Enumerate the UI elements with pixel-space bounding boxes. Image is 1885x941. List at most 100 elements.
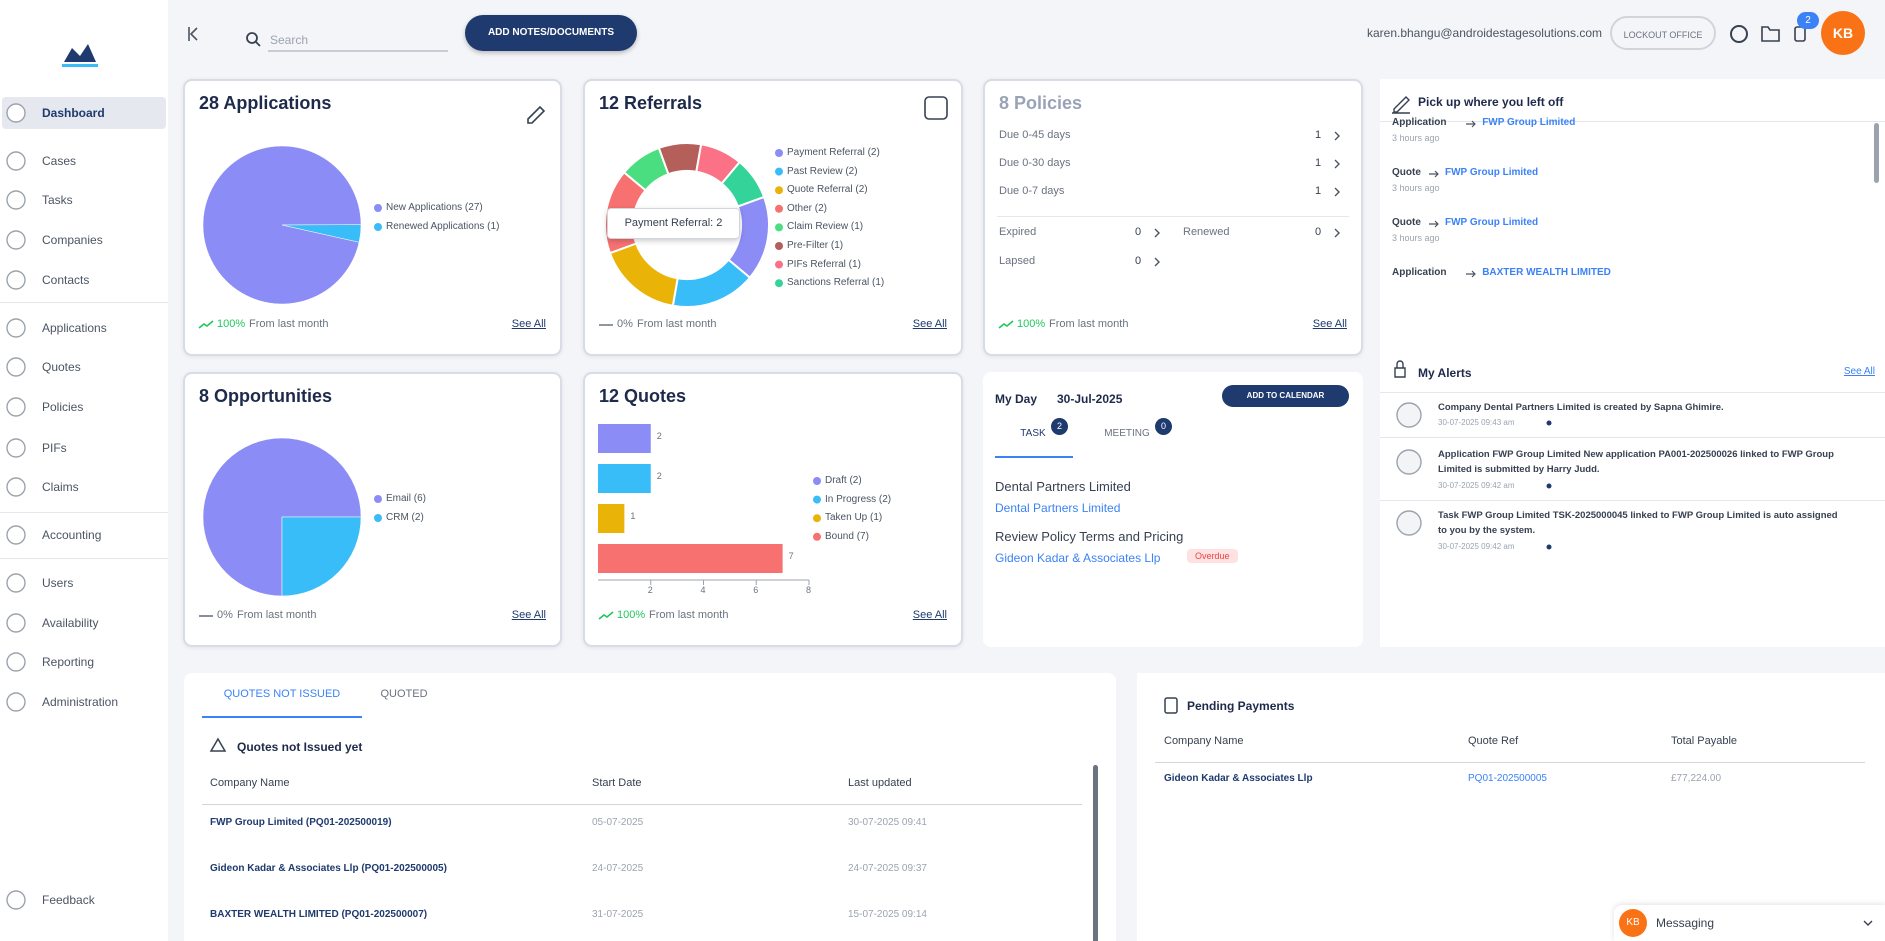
arrow-icon <box>1466 120 1477 128</box>
recent-link[interactable]: BAXTER WEALTH LIMITED <box>1482 267 1611 278</box>
tab[interactable]: TASK <box>1020 428 1046 439</box>
legend-label: Sanctions Referral (1) <box>787 277 885 289</box>
divider <box>1380 121 1885 122</box>
policy-due-count: 1 <box>1315 185 1322 197</box>
see-all-link[interactable]: See All <box>912 609 947 621</box>
see-all-link[interactable]: See All <box>1312 318 1347 330</box>
graphic <box>202 437 362 597</box>
legend-label: Past Review (2) <box>787 165 858 177</box>
recent-link[interactable]: FWP Group Limited <box>1445 217 1539 228</box>
nav-item[interactable]: Applications <box>42 321 107 335</box>
nav-item[interactable]: Companies <box>42 233 103 247</box>
nav-divider <box>0 302 168 303</box>
calendar-button[interactable]: ADD TO CALENDAR <box>1222 385 1349 407</box>
table-tab[interactable]: QUOTES NOT ISSUED <box>223 688 341 700</box>
graphic <box>1396 402 1422 428</box>
legend-swatch <box>775 204 783 213</box>
graphic <box>1396 510 1422 536</box>
nav-item[interactable]: Cases <box>42 154 77 168</box>
graphic <box>1466 120 1477 128</box>
nav-item[interactable]: PIFs <box>42 441 67 455</box>
pie-slice <box>608 242 679 307</box>
chevron-icon <box>1334 131 1340 141</box>
trend-value: 0% <box>617 318 633 330</box>
graphic <box>1466 270 1477 278</box>
messaging-avatar: KB <box>1619 909 1647 937</box>
graphic <box>6 397 26 417</box>
see-all-link[interactable]: See All <box>912 318 947 330</box>
recent-type: Application <box>1392 117 1447 128</box>
graphic <box>6 270 26 290</box>
see-all-link[interactable]: See All <box>511 609 546 621</box>
company-link[interactable]: Gideon Kadar & Associates Llp (PQ01-2025… <box>210 863 447 874</box>
table-cell: 24-07-2025 09:37 <box>848 863 927 874</box>
nav-item[interactable]: Claims <box>42 480 79 494</box>
alerts-see-all[interactable]: See All <box>1843 366 1875 377</box>
company-link[interactable]: FWP Group Limited (PQ01-202500019) <box>210 817 392 828</box>
sidebar: Dashboard Cases Tasks Companies Contacts Appl… <box>0 0 168 941</box>
nav-icon <box>6 270 26 290</box>
recent-link[interactable]: FWP Group Limited <box>1445 167 1539 178</box>
add-notes-button[interactable]: ADD NOTES/DOCUMENTS <box>465 15 637 51</box>
policy-due-label: Due 0-7 days <box>999 185 1065 197</box>
nav-item[interactable]: Tasks <box>42 193 73 207</box>
nav-item[interactable]: Contacts <box>42 273 90 287</box>
graphic <box>924 96 948 120</box>
nav-item[interactable]: Accounting <box>42 528 102 542</box>
nav-item[interactable]: Dashboard <box>42 106 105 120</box>
legend-swatch <box>813 495 821 504</box>
logo-bar <box>62 64 98 67</box>
messaging-widget[interactable]: KB Messaging <box>1614 905 1885 941</box>
nav-item[interactable]: Users <box>42 576 74 590</box>
legend-label: Renewed Applications (1) <box>386 221 500 232</box>
trend-label: From last month <box>1049 318 1129 330</box>
legend-label: Draft (2) <box>825 475 862 486</box>
pie-slice <box>281 516 362 597</box>
graphic <box>6 151 26 171</box>
tab[interactable]: MEETING <box>1104 428 1150 439</box>
nav-item[interactable]: Quotes <box>42 360 81 374</box>
nav-icon <box>6 151 26 171</box>
expand-chevron <box>1863 920 1873 926</box>
feedback-link[interactable]: Feedback <box>42 893 95 907</box>
lockout-button[interactable]: LOCKOUT OFFICE <box>1610 16 1716 50</box>
scrollbar <box>1093 765 1098 941</box>
search-input[interactable]: Search <box>270 33 309 47</box>
trend-icon <box>198 320 214 329</box>
company-link[interactable]: Gideon Kadar & Associates Llp <box>1164 773 1313 784</box>
graphic <box>1546 483 1552 489</box>
table-cell: 15-07-2025 09:14 <box>848 909 927 920</box>
table-subtitle: Quotes not Issued yet <box>237 740 363 754</box>
nav-item[interactable]: Reporting <box>42 655 95 669</box>
legend-label: Claim Review (1) <box>787 221 864 233</box>
nav-item[interactable]: Availability <box>42 616 99 630</box>
bell-icon <box>1794 26 1806 42</box>
nav-item[interactable]: Administration <box>42 695 119 709</box>
see-all-link[interactable]: See All <box>511 318 546 330</box>
divider <box>1380 437 1885 438</box>
company-link[interactable]: BAXTER WEALTH LIMITED (PQ01-202500007) <box>210 909 428 920</box>
nav-icon <box>6 613 26 633</box>
nav-divider <box>0 558 168 559</box>
table-cell[interactable]: PQ01-202500005 <box>1468 773 1547 784</box>
pie-slice <box>720 160 766 208</box>
graphic <box>1334 159 1340 169</box>
graphic <box>6 103 26 123</box>
task-link[interactable]: Gideon Kadar & Associates Llp <box>995 551 1161 565</box>
divider <box>1380 500 1885 501</box>
nav-item[interactable]: Policies <box>42 400 84 414</box>
graphic <box>6 357 26 377</box>
graphic <box>6 652 26 672</box>
alert-date: 30-07-2025 09:42 am <box>1438 542 1515 551</box>
recent-link[interactable]: FWP Group Limited <box>1482 117 1576 128</box>
graphic <box>6 573 26 593</box>
bar-value-label: 2 <box>656 431 662 441</box>
graphic <box>1334 131 1340 141</box>
nav-icon <box>6 652 26 672</box>
table-tab[interactable]: QUOTED <box>380 688 428 700</box>
user-avatar[interactable]: KB <box>1821 11 1865 55</box>
policy-due-label: Due 0-45 days <box>999 129 1071 141</box>
notification-badge[interactable]: 2 <box>1797 12 1819 29</box>
policy-status-count: 0 <box>1135 255 1142 267</box>
task-link[interactable]: Dental Partners Limited <box>995 501 1121 515</box>
